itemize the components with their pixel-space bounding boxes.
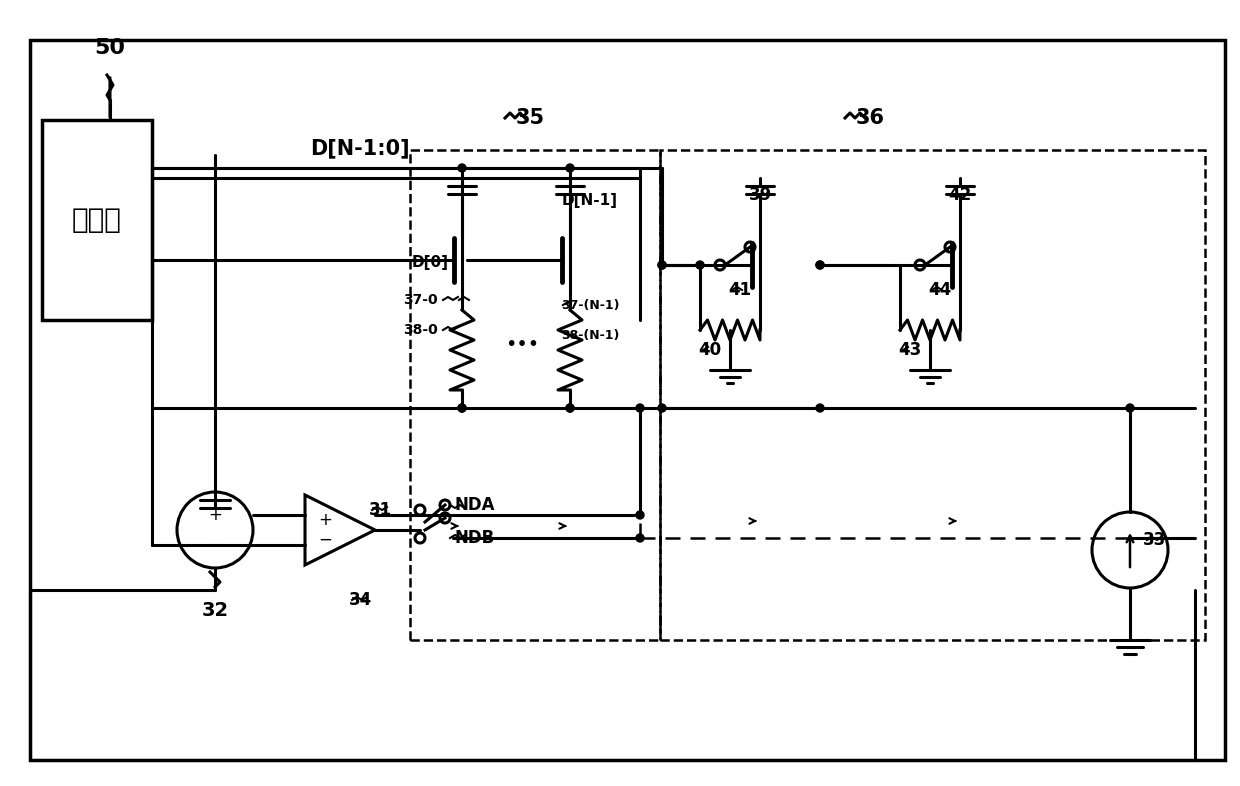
Circle shape [816,261,825,269]
Circle shape [696,261,704,269]
Text: •••: ••• [505,336,539,354]
Circle shape [565,404,574,412]
Bar [42,120,153,320]
Text: 50: 50 [94,38,125,58]
Text: 控制部: 控制部 [72,206,122,234]
Text: −: − [319,531,332,549]
Text: +: + [208,506,222,524]
Text: 37-(N-1): 37-(N-1) [560,299,619,311]
Text: 37-0: 37-0 [403,293,438,307]
Circle shape [565,164,574,172]
Text: 43: 43 [898,341,921,359]
Text: D[0]: D[0] [412,255,449,270]
Text: 38-0: 38-0 [403,323,438,337]
Text: 35: 35 [516,108,544,128]
Circle shape [458,404,466,412]
Text: 41: 41 [728,281,751,299]
Text: 34: 34 [348,591,372,609]
Circle shape [816,404,825,412]
Circle shape [458,164,466,172]
Text: 36: 36 [856,108,884,128]
Circle shape [658,261,666,269]
Circle shape [636,511,644,519]
Text: 32: 32 [201,601,228,619]
Text: 42: 42 [949,186,972,204]
Text: +: + [319,511,332,529]
Circle shape [636,534,644,542]
Circle shape [658,404,666,412]
Circle shape [565,404,574,412]
Circle shape [658,261,666,269]
Text: NDB: NDB [455,529,495,547]
Text: NDA: NDA [455,496,495,514]
Text: 38-(N-1): 38-(N-1) [560,329,619,341]
Text: 44: 44 [929,281,951,299]
Text: D[N-1:0]: D[N-1:0] [310,138,409,158]
Text: 31: 31 [368,501,392,519]
Text: 33: 33 [1143,531,1167,549]
Bar [660,150,1205,640]
Text: 39: 39 [749,186,771,204]
Text: D[N-1]: D[N-1] [562,193,618,208]
Bar [410,150,660,640]
Text: −: − [208,536,222,554]
Circle shape [816,261,825,269]
Circle shape [458,404,466,412]
Circle shape [636,404,644,412]
Text: 40: 40 [698,341,722,359]
Circle shape [1126,404,1135,412]
